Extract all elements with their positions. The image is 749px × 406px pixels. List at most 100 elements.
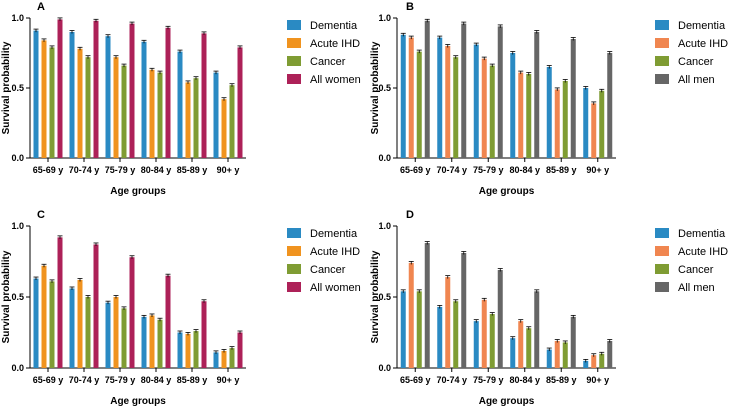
bar (77, 48, 83, 158)
bar (534, 32, 540, 158)
x-tick-label: 70-74 y (436, 375, 467, 385)
x-tick-label: 65-69 y (33, 375, 64, 385)
bar (201, 301, 207, 368)
bar (424, 20, 430, 158)
x-tick-label: 90+ y (217, 165, 240, 175)
bar (177, 332, 183, 368)
bar (562, 342, 568, 368)
y-tick-label: 0.5 (378, 83, 391, 93)
bar (33, 278, 39, 368)
legend-label: All men (678, 282, 715, 294)
bar (185, 333, 191, 368)
y-tick-label: 1.0 (11, 221, 24, 231)
bar (69, 32, 75, 158)
x-tick-label: 90+ y (586, 375, 609, 385)
bar (591, 103, 597, 158)
legend-label: Cancer (678, 56, 714, 68)
bar (157, 319, 163, 368)
bar (85, 297, 91, 368)
bar (583, 88, 589, 158)
bar (510, 53, 516, 158)
legend-label: All women (310, 74, 361, 86)
x-axis-title: Age groups (110, 396, 166, 406)
bar (121, 65, 127, 158)
bar (193, 78, 199, 158)
x-tick-label: 85-89 y (546, 375, 577, 385)
y-tick-label: 0.0 (378, 153, 391, 163)
bar (237, 332, 243, 368)
legend-swatch (287, 74, 301, 84)
bar (461, 252, 467, 368)
bar (129, 257, 135, 368)
bar (424, 243, 430, 368)
bar (461, 23, 467, 158)
x-tick-label: 75-79 y (473, 165, 504, 175)
x-axis-title: Age groups (479, 186, 535, 197)
x-tick-label: 80-84 y (141, 375, 172, 385)
bar (33, 30, 39, 159)
legend-label: Acute IHD (678, 38, 728, 50)
legend-label: Acute IHD (310, 38, 360, 50)
bar (141, 41, 147, 158)
bar (570, 316, 576, 368)
y-tick-label: 0.5 (11, 83, 24, 93)
legend-label: Dementia (678, 20, 726, 32)
bar (213, 352, 219, 368)
legend-swatch (287, 246, 301, 256)
legend-label: Cancer (310, 56, 346, 68)
y-tick-label: 1.0 (378, 13, 391, 23)
bar (185, 82, 191, 158)
legend-swatch (287, 20, 301, 30)
bar (437, 306, 443, 368)
bar (229, 348, 235, 368)
bar (473, 44, 479, 158)
bar (445, 46, 451, 158)
bar (437, 37, 443, 158)
legend-swatch (655, 56, 669, 66)
bar (453, 57, 459, 159)
bar (113, 297, 119, 368)
bar (445, 277, 451, 368)
bar (562, 81, 568, 158)
x-tick-label: 75-79 y (473, 375, 504, 385)
legend-label: Dementia (310, 20, 358, 32)
bar (57, 237, 63, 368)
bar (229, 85, 235, 158)
bar (165, 27, 171, 158)
x-tick-label: 65-69 y (400, 165, 431, 175)
x-tick-label: 70-74 y (69, 375, 100, 385)
x-tick-label: 80-84 y (141, 165, 172, 175)
y-tick-label: 0.5 (11, 292, 24, 302)
bar (534, 291, 540, 368)
bar (554, 89, 560, 158)
bar (416, 51, 422, 158)
panel-letter: D (406, 209, 414, 221)
bar (93, 244, 99, 368)
bar (237, 47, 243, 158)
legend-label: All women (310, 282, 361, 294)
x-tick-label: 70-74 y (436, 165, 467, 175)
x-tick-label: 80-84 y (509, 165, 540, 175)
legend-swatch (655, 20, 669, 30)
bar (77, 279, 83, 368)
legend-swatch (287, 264, 301, 274)
legend-swatch (655, 38, 669, 48)
bar (213, 72, 219, 158)
x-axis-title: Age groups (110, 186, 166, 197)
bar (121, 308, 127, 368)
legend-label: Acute IHD (678, 246, 728, 258)
legend-label: Acute IHD (310, 246, 360, 258)
y-tick-label: 1.0 (11, 13, 24, 23)
x-tick-label: 75-79 y (105, 375, 136, 385)
legend-swatch (655, 246, 669, 256)
y-tick-label: 0.0 (11, 153, 24, 163)
x-tick-label: 75-79 y (105, 165, 136, 175)
panel-letter: A (37, 1, 45, 13)
legend-label: Dementia (678, 228, 726, 240)
bar (69, 288, 75, 368)
bar (546, 67, 552, 158)
bar (607, 53, 613, 158)
bar (510, 338, 516, 368)
bar (157, 72, 163, 158)
